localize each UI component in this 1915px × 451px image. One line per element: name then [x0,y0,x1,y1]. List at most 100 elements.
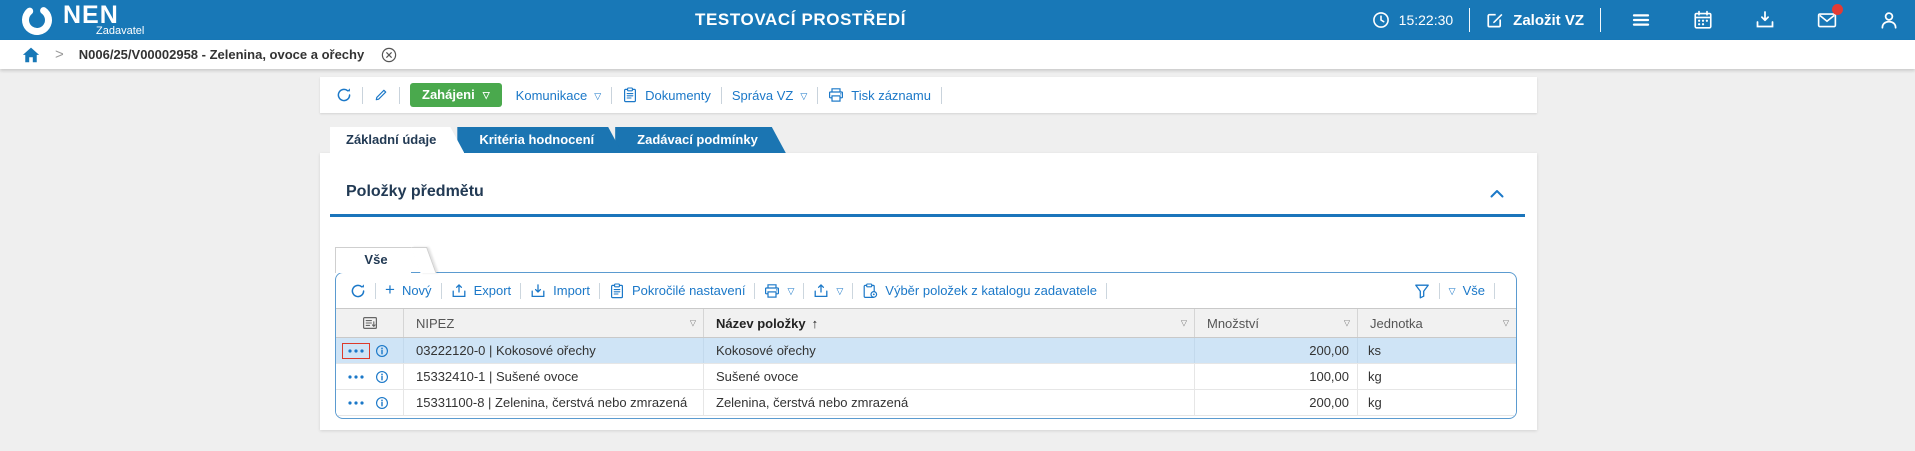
subtab-background [335,247,411,273]
advanced-settings-button[interactable]: Pokročilé nastavení [609,283,745,299]
share-icon [813,283,829,299]
subtab-vse[interactable]: Vše [335,247,439,273]
status-dropdown-button[interactable]: Zahájeni ▽ [410,83,502,107]
home-icon[interactable] [22,46,40,64]
column-filter-caret[interactable]: ▽ [1343,318,1350,328]
dokumenty-button[interactable]: Dokumenty [622,87,711,103]
toolbar-divider [440,282,442,299]
table-row[interactable]: 15332410-1 | Sušené ovoce Sušené ovoce 1… [336,364,1516,390]
import-icon [530,283,546,299]
cell-nipez: 03222120-0 | Kokosové ořechy [404,338,704,363]
import-label: Import [553,283,590,298]
filter-button[interactable] [1414,283,1430,299]
edit-pencil-button[interactable] [373,87,389,103]
row-actions-icon[interactable] [342,369,370,385]
sprava-vz-menu[interactable]: Správa VZ ▽ [732,88,807,103]
komunikace-label: Komunikace [515,87,588,103]
toolbar-divider [362,86,363,104]
column-header-mnozstvi[interactable]: Množství ▽ [1195,309,1358,337]
tab-kriteria-hodnoceni[interactable]: Kritéria hodnocení [457,127,622,153]
column-filter-caret[interactable]: ▽ [1180,318,1187,328]
calendar-icon[interactable] [1693,10,1713,30]
export-icon [451,283,467,299]
toolbar-divider [611,86,613,104]
table-row[interactable]: 03222120-0 | Kokosové ořechy Kokosové oř… [336,338,1516,364]
column-filter-caret[interactable]: ▽ [1502,318,1509,328]
dokumenty-label: Dokumenty [645,87,711,103]
column-label: Název položky [716,315,806,331]
toolbar-divider [399,86,400,104]
row-info-icon[interactable] [375,370,389,384]
dropdown-caret-icon: ▽ [482,90,490,100]
printer-icon [764,283,780,299]
table-row[interactable]: 15331100-8 | Zelenina, čerstvá nebo zmra… [336,390,1516,416]
toolbar-divider [817,86,819,104]
column-label: Množství [1207,315,1260,331]
logo-subtitle: Zadavatel [96,25,145,37]
toolbar-divider [1438,282,1440,299]
column-filter-caret[interactable]: ▽ [689,318,696,328]
subtab-vse-label: Vše [364,252,388,267]
header-divider [1600,8,1601,32]
column-header-nazev[interactable]: Název položky ↑ ▽ [704,309,1195,337]
grid-refresh-button[interactable] [350,283,366,299]
komunikace-menu[interactable]: Komunikace ▽ [516,88,601,103]
dropdown-caret-icon: ▽ [787,286,795,296]
download-icon[interactable] [1755,10,1775,30]
refresh-button[interactable] [336,87,352,103]
clipboard-icon [609,283,625,299]
sort-ascending-icon: ↑ [811,315,819,331]
tab-zakladni-udaje[interactable]: Základní údaje [330,127,464,153]
view-filter-label: Vše [1462,283,1485,298]
row-info-icon[interactable] [375,344,389,358]
row-actions-icon[interactable] [342,342,370,359]
items-grid-panel: + Nový Export Import Pokročilé nastavení [335,272,1517,419]
logo-title: NEN [63,1,119,29]
status-label: Zahájeni [422,87,475,102]
catalog-select-button[interactable]: Výběr položek z katalogu zadavatele [862,283,1097,299]
breadcrumb: > N006/25/V00002958 - Zelenina, ovoce a … [0,40,1915,69]
tab-zadavaci-podminky[interactable]: Zadávací podmínky [615,127,786,153]
cell-jednotka: kg [1368,395,1382,410]
toolbar-divider [803,282,805,299]
toolbar-divider [852,282,854,299]
create-vz-button[interactable]: Založit VZ [1486,11,1584,29]
dropdown-caret-icon: ▽ [594,90,602,101]
nen-logo[interactable]: NEN Zadavatel [20,3,144,37]
tisk-zaznamu-button[interactable]: Tisk záznamu [828,87,931,103]
mail-notification-badge [1832,4,1843,15]
row-actions-icon[interactable] [342,395,370,411]
cell-nazev: Zelenina, čerstvá nebo zmrazená [704,390,1195,415]
row-info-icon[interactable] [375,396,389,410]
view-filter-dropdown[interactable]: ▽ Vše [1449,283,1485,298]
breadcrumb-chevron: > [55,46,64,63]
cell-nipez: 15331100-8 | Zelenina, čerstvá nebo zmra… [404,390,704,415]
share-menu-button[interactable]: ▽ [813,283,843,299]
new-item-button[interactable]: + Nový [385,281,432,299]
export-button[interactable]: Export [451,283,511,299]
catalog-select-label: Výběr položek z katalogu zadavatele [885,283,1098,298]
user-profile-icon[interactable] [1879,10,1899,30]
column-header-nipez[interactable]: NIPEZ ▽ [404,309,704,337]
mail-icon[interactable] [1817,4,1843,30]
cell-nazev: Kokosové ořechy [704,338,1195,363]
dropdown-caret-icon: ▽ [1448,286,1456,296]
document-icon [622,87,638,103]
toolbar-divider [598,282,600,299]
print-menu-button[interactable]: ▽ [764,283,794,299]
clock-time: 15:22:30 [1398,12,1454,28]
import-button[interactable]: Import [530,283,590,299]
column-chooser-button[interactable] [336,309,404,337]
cell-mnozstvi: 200,00 [1195,390,1358,415]
column-header-jednotka[interactable]: Jednotka ▽ [1358,309,1516,337]
top-header-bar: NEN Zadavatel TESTOVACÍ PROSTŘEDÍ 15:22:… [0,0,1915,40]
close-record-icon[interactable] [381,47,397,63]
toolbar-divider [1494,282,1495,299]
hamburger-menu-icon[interactable] [1631,10,1651,30]
printer-icon [828,87,844,103]
create-vz-label: Založit VZ [1513,11,1584,29]
funnel-icon [1414,283,1430,299]
cell-jednotka: kg [1368,369,1382,384]
collapse-section-icon[interactable] [1489,186,1505,202]
column-label: Jednotka [1370,315,1423,331]
